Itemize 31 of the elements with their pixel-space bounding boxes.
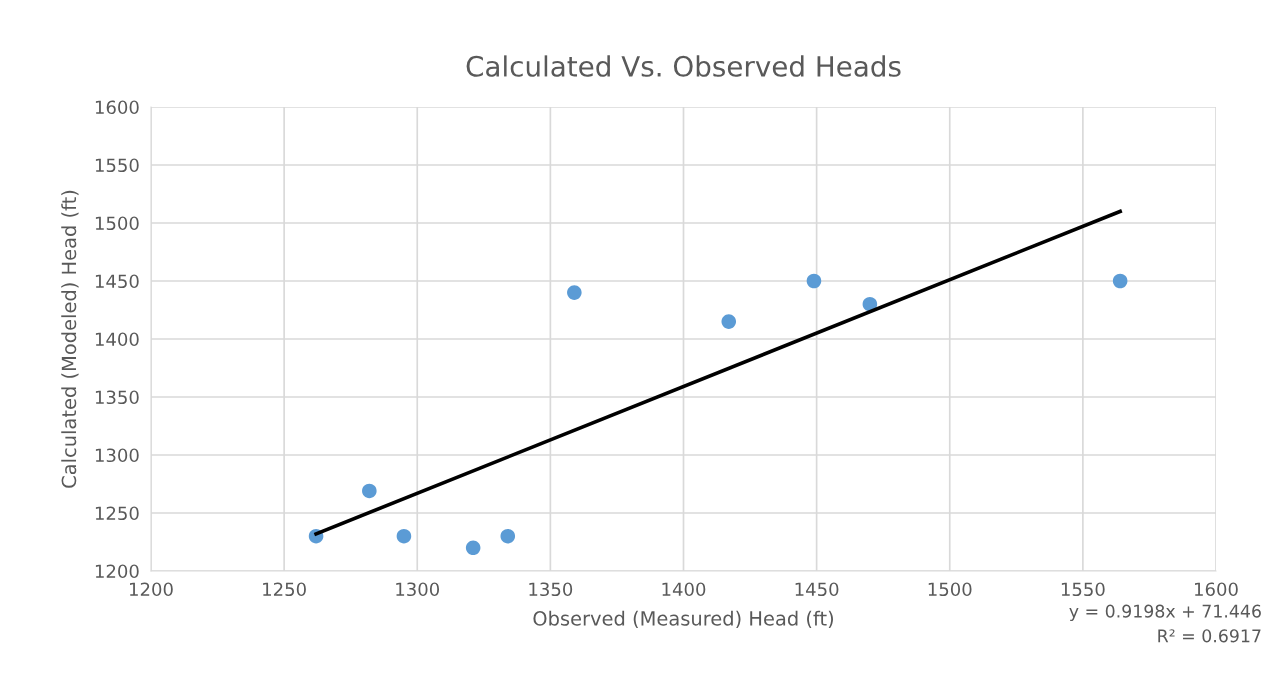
chart-title: Calculated Vs. Observed Heads [466,55,901,77]
point [721,314,737,329]
x-tick-label: 1600 [1195,582,1238,597]
x-tick-label: 1450 [795,582,839,597]
x-tick-label: 1250 [263,582,306,597]
x-tick-label: 1400 [662,582,706,597]
y-axis-title: Calculated (Modeled) Head (ft) [61,190,79,488]
point [567,285,582,300]
point [396,528,412,544]
x-tick-label: 1550 [1061,582,1105,597]
point [500,528,516,544]
y-tick-label: 1200 [95,564,139,579]
x-tick-label: 1500 [928,582,972,597]
y-tick-label: 1600 [95,100,139,115]
y-tick-label: 1500 [95,216,139,231]
point [1112,273,1128,289]
y-tick-label: 1350 [95,390,139,405]
y-tick-label: 1550 [95,158,139,173]
y-tick-label: 1400 [95,332,139,347]
x-tick-label: 1300 [396,582,440,597]
point [806,273,822,289]
point [362,483,377,499]
y-tick-label: 1300 [95,448,139,463]
x-tick-label: 1200 [130,582,173,597]
x-axis-title: Observed (Measured) Head (ft) [533,610,834,629]
point [862,296,878,312]
y-tick-label: 1450 [95,274,139,289]
x-tick-label: 1350 [529,582,573,597]
text: y = 0.9198x + 71.446 R² = 0.6917 [1069,604,1261,643]
y-tick-label: 1250 [95,506,139,521]
point [465,540,481,556]
